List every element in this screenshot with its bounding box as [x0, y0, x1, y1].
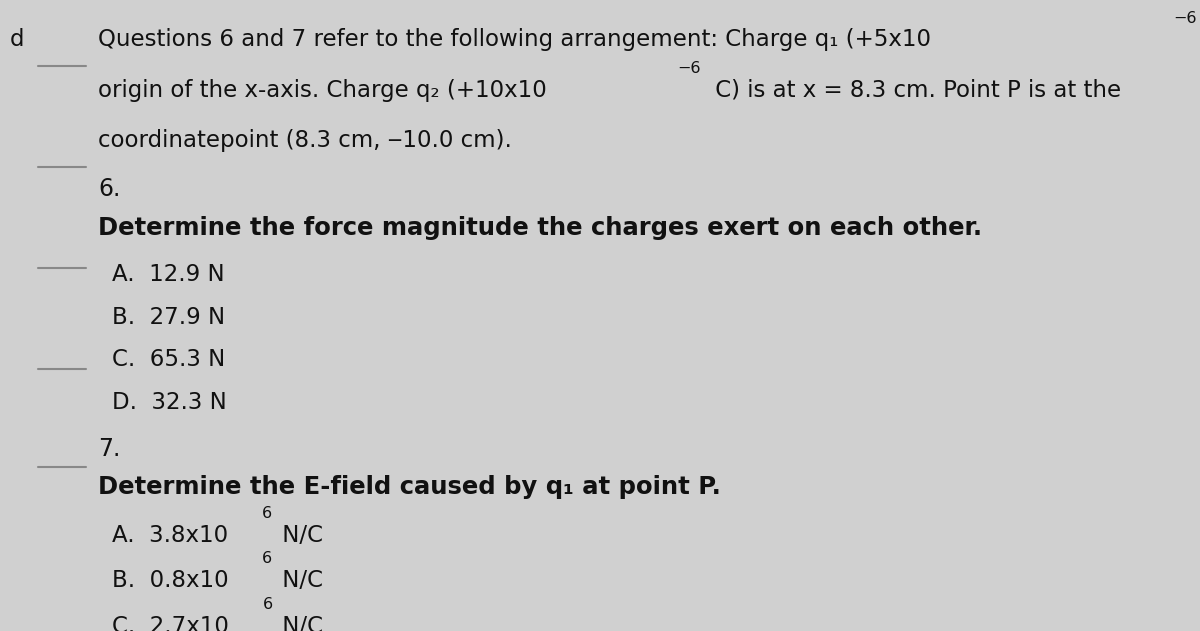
Text: Questions 6 and 7 refer to the following arrangement: Charge q₁ (+5x10: Questions 6 and 7 refer to the following… [98, 28, 931, 51]
Text: 6.: 6. [98, 177, 121, 201]
Text: N/C: N/C [275, 569, 323, 592]
Text: origin of the x-axis. Charge q₂ (+10x10: origin of the x-axis. Charge q₂ (+10x10 [98, 79, 547, 102]
Text: C) is at x = 8.3 cm. Point P is at the: C) is at x = 8.3 cm. Point P is at the [708, 79, 1121, 102]
Text: A.  12.9 N: A. 12.9 N [112, 263, 224, 286]
Text: 7.: 7. [98, 437, 121, 461]
Text: C.  65.3 N: C. 65.3 N [112, 348, 224, 371]
Text: D.  32.3 N: D. 32.3 N [112, 391, 227, 413]
Text: 6: 6 [262, 506, 271, 521]
Text: N/C: N/C [275, 524, 323, 546]
Text: Determine the E-field caused by q₁ at point P.: Determine the E-field caused by q₁ at po… [98, 475, 721, 498]
Text: A.  3.8x10: A. 3.8x10 [112, 524, 228, 546]
Text: coordinatepoint (8.3 cm, ‒10.0 cm).: coordinatepoint (8.3 cm, ‒10.0 cm). [98, 129, 512, 152]
Text: N/C: N/C [276, 615, 324, 631]
Text: 6: 6 [262, 551, 272, 567]
Text: B.  27.9 N: B. 27.9 N [112, 306, 224, 329]
Text: 6: 6 [263, 597, 272, 612]
Text: −6: −6 [678, 61, 701, 76]
Text: Determine the force magnitude the charges exert on each other.: Determine the force magnitude the charge… [98, 216, 983, 240]
Text: C.  2.7x10: C. 2.7x10 [112, 615, 228, 631]
Text: −6: −6 [1174, 11, 1196, 26]
Text: d: d [10, 28, 24, 51]
Text: B.  0.8x10: B. 0.8x10 [112, 569, 228, 592]
